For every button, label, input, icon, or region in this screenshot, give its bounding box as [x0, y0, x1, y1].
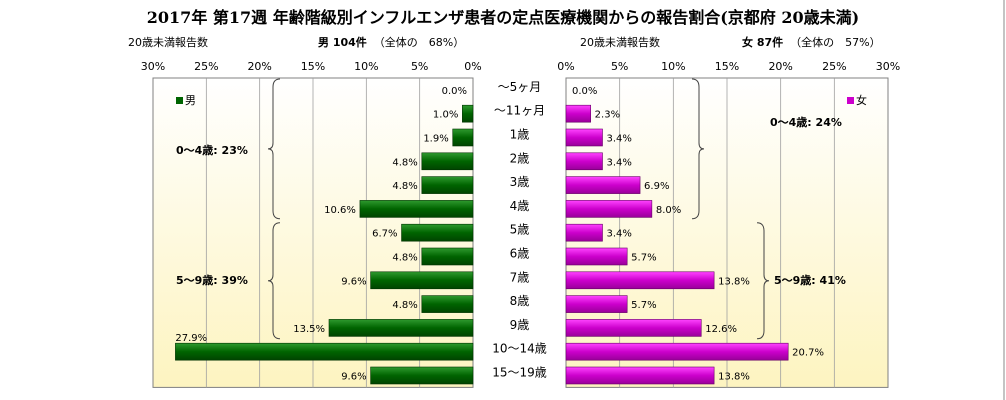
female-5-9-group-label: 5～9歳: 41% [774, 273, 846, 287]
male-bar [452, 128, 474, 147]
male-value-label: 13.5% [293, 324, 325, 335]
male-bar [401, 223, 474, 242]
female-value-label: 13.8% [718, 372, 750, 383]
female-0-4-brace [691, 78, 705, 220]
female-share: （全体の 57%） [790, 36, 881, 49]
female-x-tick-label: 15% [715, 60, 739, 73]
male-bar [359, 200, 474, 218]
female-bar [565, 366, 715, 385]
male-5-9-brace [267, 222, 281, 340]
age-category-label: 1歳 [510, 128, 530, 142]
age-category-label: 8歳 [510, 294, 530, 308]
female-value-label: 0.0% [572, 86, 597, 97]
male-bar [421, 176, 474, 194]
age-category-label: 15～19歳 [492, 366, 547, 380]
male-value-label: 4.8% [392, 181, 417, 192]
male-x-tick-label: 20% [247, 60, 271, 73]
female-value-label: 2.3% [595, 110, 620, 121]
female-bar [565, 271, 715, 290]
male-value-label: 4.8% [392, 157, 417, 168]
female-count-label: 20歳未満報告数 [580, 36, 660, 49]
male-bar [421, 247, 474, 266]
female-summary: 女 87件 （全体の 57%） [742, 34, 881, 50]
female-value-label: 5.7% [631, 300, 656, 311]
female-x-tick-label: 5% [611, 60, 628, 73]
female-x-tick-label: 25% [822, 60, 846, 73]
female-value-label: 20.7% [792, 348, 824, 359]
male-value-label: 1.9% [423, 134, 448, 145]
male-value-label: 9.6% [341, 372, 366, 383]
male-count: 男 104件 [318, 36, 367, 49]
female-bar [565, 319, 702, 337]
male-0-4-group-label: 0～4歳: 23% [176, 143, 248, 157]
male-value-label: 10.6% [324, 205, 356, 216]
male-bar [421, 152, 474, 171]
male-legend-label: 男 [185, 94, 196, 107]
female-count: 女 87件 [742, 36, 784, 49]
age-category-label: 7歳 [510, 270, 530, 284]
male-value-label: 0.0% [442, 86, 467, 97]
male-5-9-group-label: 5～9歳: 39% [176, 273, 248, 287]
female-legend-swatch [847, 97, 854, 104]
male-x-tick-label: 0% [464, 60, 481, 73]
male-x-tick-label: 25% [194, 60, 218, 73]
age-category-label: 6歳 [510, 247, 530, 261]
age-category-label: 2歳 [510, 151, 530, 165]
female-bar [565, 152, 603, 171]
female-value-label: 8.0% [656, 205, 681, 216]
female-value-label: 3.4% [606, 157, 631, 168]
age-category-label: 4歳 [510, 199, 530, 213]
male-x-tick-label: 5% [411, 60, 428, 73]
female-value-label: 6.9% [644, 181, 669, 192]
male-legend-swatch [176, 97, 183, 104]
male-0-4-brace [267, 78, 281, 220]
female-bar [565, 247, 628, 266]
male-x-tick-label: 30% [141, 60, 165, 73]
male-value-label: 1.0% [433, 110, 458, 121]
male-bar [370, 366, 474, 385]
female-x-tick-label: 30% [876, 60, 900, 73]
age-category-label: 3歳 [510, 175, 530, 189]
male-x-tick-label: 15% [301, 60, 325, 73]
female-bar [565, 104, 591, 123]
female-0-4-group-label: 0～4歳: 24% [770, 115, 842, 129]
male-count-label: 20歳未満報告数 [128, 36, 208, 49]
chart-title: 2017年 第17週 年齢階級別インフルエンザ患者の定点医療機関からの報告割合(… [146, 8, 860, 27]
female-5-9-brace [756, 222, 770, 340]
male-x-tick-label: 10% [354, 60, 378, 73]
male-bar [328, 319, 474, 337]
female-bar [565, 342, 789, 361]
male-summary: 男 104件 （全体の 68%） [318, 34, 464, 50]
female-x-tick-label: 0% [557, 60, 574, 73]
female-x-tick-label: 20% [768, 60, 792, 73]
age-category-label: 10～14歳 [492, 342, 547, 356]
female-value-label: 5.7% [631, 253, 656, 264]
age-category-label: 5歳 [510, 223, 530, 237]
age-category-label: ～11ヶ月 [494, 104, 545, 118]
male-value-label: 9.6% [341, 276, 366, 287]
male-value-label: 4.8% [392, 300, 417, 311]
age-category-label: 9歳 [510, 318, 530, 332]
female-x-tick-label: 10% [661, 60, 685, 73]
female-bar [565, 223, 603, 242]
male-value-label: 4.8% [392, 253, 417, 264]
female-value-label: 3.4% [606, 134, 631, 145]
male-bar [462, 104, 474, 123]
female-legend-label: 女 [856, 93, 867, 107]
male-bar [175, 342, 474, 361]
female-bar [565, 295, 628, 313]
female-bar [565, 176, 641, 194]
female-bar [565, 128, 603, 147]
age-category-label: ～5ヶ月 [498, 80, 542, 94]
male-value-label: 27.9% [175, 333, 207, 344]
male-value-label: 6.7% [372, 229, 397, 240]
male-share: （全体の 68%） [373, 36, 465, 49]
male-bar [370, 271, 474, 290]
male-bar [421, 295, 474, 313]
female-value-label: 3.4% [606, 229, 631, 240]
female-value-label: 12.6% [705, 324, 737, 335]
female-bar [565, 200, 653, 218]
female-value-label: 13.8% [718, 276, 750, 287]
